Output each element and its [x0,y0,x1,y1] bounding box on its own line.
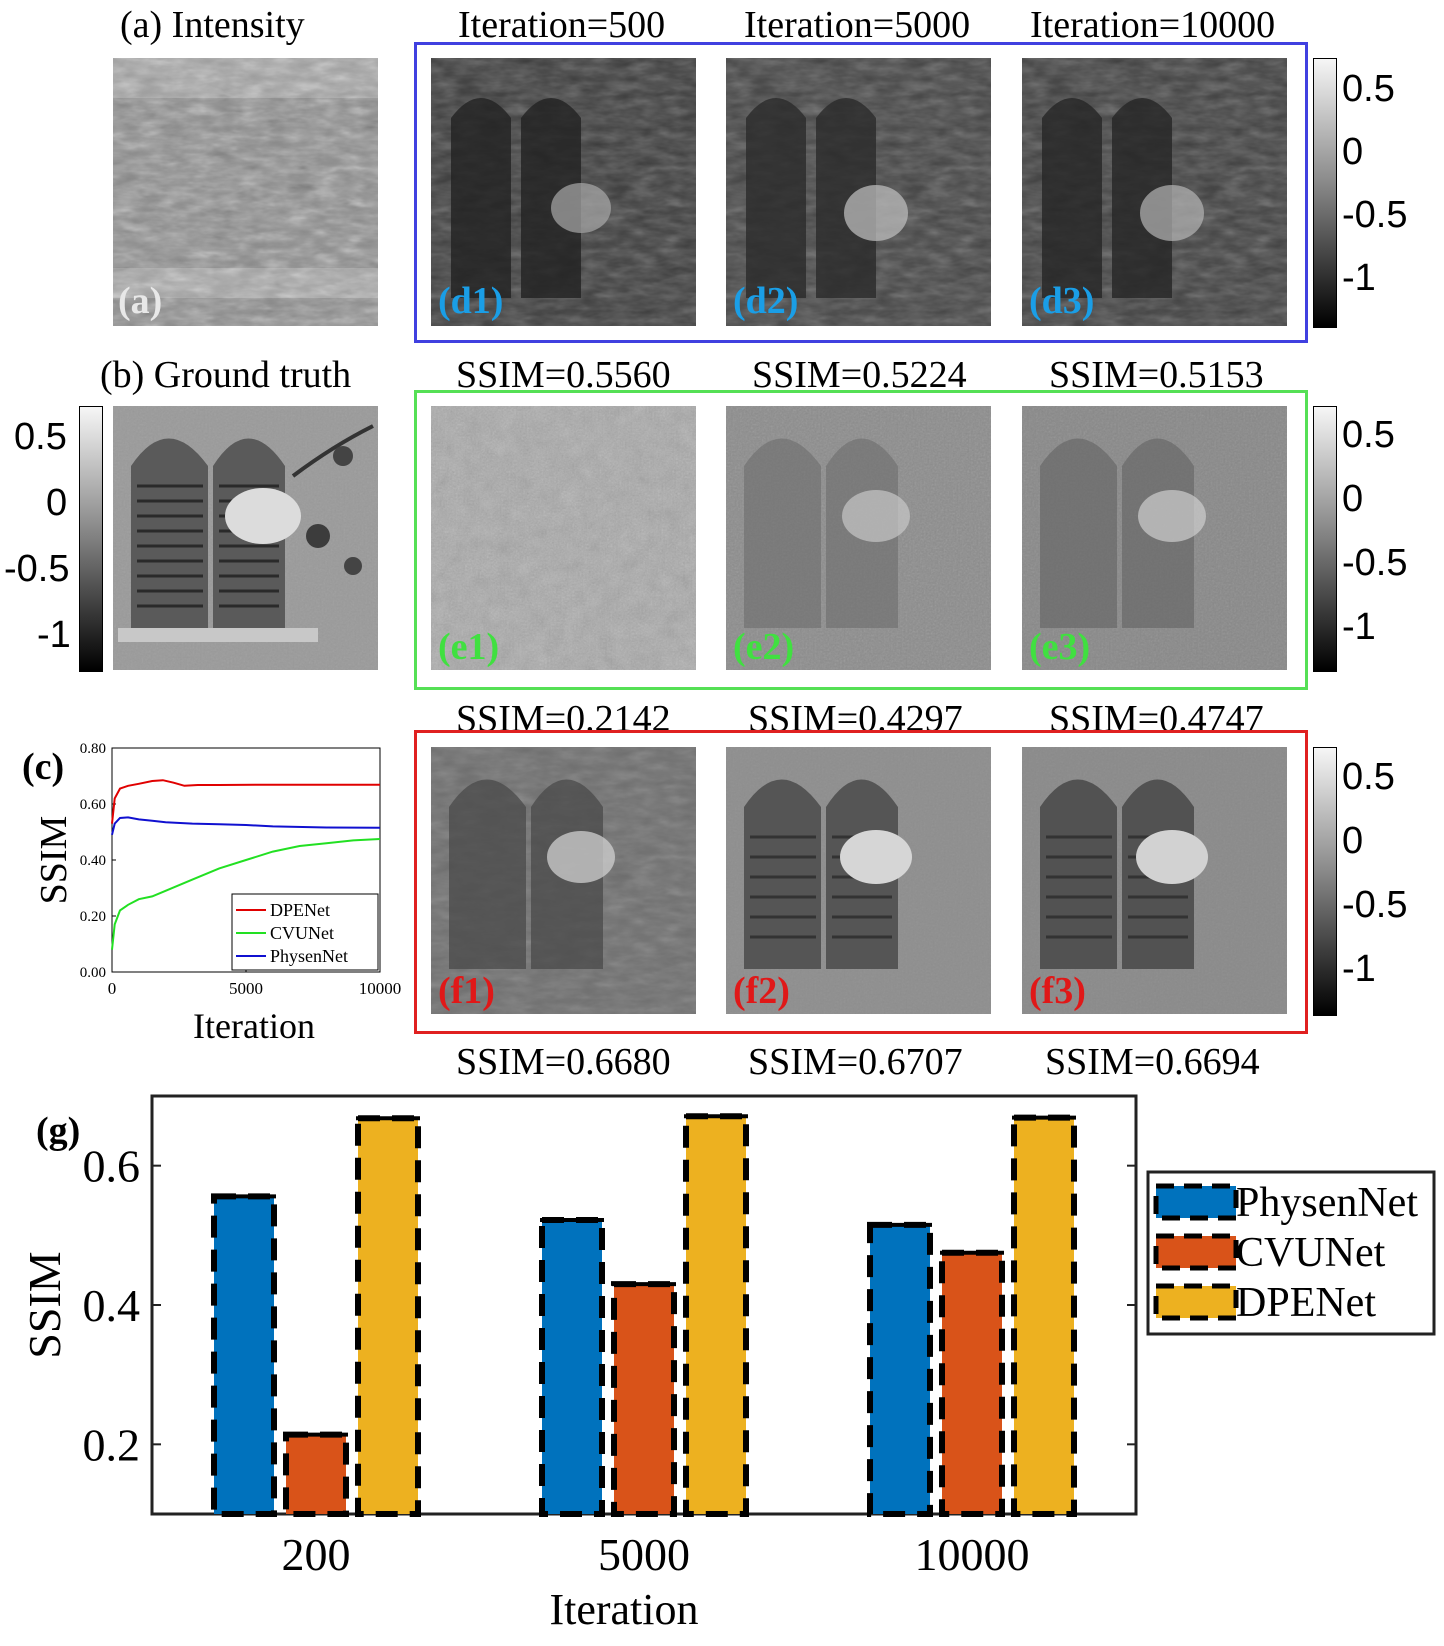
line-chart-ylabel: SSIM [33,816,75,905]
f3-ssim: SSIM=0.6694 [1045,1041,1260,1083]
colorbar-f-tick: -0.5 [1342,884,1408,926]
colorbar-b-tick: 0 [46,482,68,524]
d3-ssim: SSIM=0.5153 [1049,354,1264,396]
colorbar-e-tick: 0.5 [1342,414,1395,456]
bar-legend-swatch [1153,1233,1239,1271]
f2-ssim: SSIM=0.6707 [748,1041,963,1083]
line-chart-xtick-label: 5000 [229,979,263,998]
bar-cvunet-5000 [611,1281,677,1517]
line-chart-xtick-label: 0 [108,979,117,998]
f1-ssim: SSIM=0.6680 [456,1041,671,1083]
colorbar-f-tick: 0 [1342,820,1364,862]
f3-image [1022,747,1287,1014]
bar-chart-xtick-label: 200 [282,1529,351,1580]
e2-image [726,406,991,670]
bar-chart-ylabel: SSIM [19,1251,70,1358]
colorbar-f-tick: -1 [1342,948,1376,990]
line-legend-label: CVUNet [270,923,334,943]
bar-chart-ytick-label: 0.6 [83,1141,141,1192]
line-legend-label: DPENet [270,900,330,920]
iteration-header-1: Iteration=500 [458,4,666,46]
e1-tag: (e1) [438,626,500,668]
f1-image [431,747,696,1014]
panel-b-title: (b) Ground truth [100,354,352,396]
line-chart-xlabel: Iteration [193,1006,315,1046]
bar-chart-ytick-label: 0.2 [83,1419,141,1470]
colorbar-b-tick: -1 [37,614,71,656]
colorbar-d-tick: 0 [1342,131,1364,173]
line-chart-ytick-label: 0.00 [80,965,106,981]
ssim-line-chart: 0.00 0.20 0.40 0.60 0.80 0 5000 10000 Iteration S… [33,741,402,1046]
colorbar-b-tick: 0.5 [14,416,67,458]
ground-truth-image [113,406,378,670]
colorbar-f [1313,747,1337,1016]
panel-a-tag: (a) [118,280,163,322]
colorbar-b [79,406,103,672]
line-series-cvunet [111,838,381,950]
colorbar-e [1313,406,1337,672]
d2-image [726,58,991,326]
colorbar-d-tick: 0.5 [1342,68,1395,110]
e3-image [1022,406,1287,670]
bar-chart-xtick-label: 10000 [915,1529,1030,1580]
colorbar-e-tick: 0 [1342,478,1364,520]
d2-ssim: SSIM=0.5224 [752,354,967,396]
bar-dpenet-5000 [683,1113,749,1517]
d3-image [1022,58,1287,326]
f2-tag: (f2) [733,970,790,1012]
d2-tag: (d2) [733,280,799,322]
bar-cvunet-200 [283,1431,349,1517]
bar-legend-label: PhysenNet [1236,1180,1418,1226]
d3-tag: (d3) [1029,280,1095,322]
line-series-dpenet [111,779,380,824]
f-row-frame [414,730,1308,1034]
bar-legend-swatch [1153,1283,1239,1321]
colorbar-b-tick: -0.5 [4,548,70,590]
bar-cvunet-10000 [939,1249,1005,1517]
line-chart-ytick-label: 0.60 [80,797,106,813]
bar-dpenet-10000 [1011,1114,1077,1517]
bar-physennet-10000 [867,1221,933,1517]
colorbar-d-tick: -0.5 [1342,194,1408,236]
bar-chart-xlabel: Iteration [549,1585,698,1634]
bar-chart-ytick-label: 0.4 [83,1280,141,1331]
line-chart-ytick-label: 0.20 [80,909,106,925]
f1-tag: (f1) [438,970,495,1012]
colorbar-f-tick: 0.5 [1342,756,1395,798]
line-series-physennet [111,816,381,836]
bar-legend-label: CVUNet [1236,1230,1386,1276]
line-chart-xtick-label: 10000 [359,979,402,998]
line-chart-ytick-label: 0.40 [80,853,106,869]
line-legend-label: PhysenNet [270,946,348,966]
bar-legend-swatch [1153,1183,1239,1221]
bar-physennet-5000 [539,1217,605,1518]
colorbar-d [1313,58,1337,328]
f2-image [726,747,991,1014]
e3-tag: (e3) [1029,626,1091,668]
bar-chart-xtick-label: 5000 [598,1529,690,1580]
bar-legend-label: DPENet [1236,1280,1376,1326]
colorbar-d-tick: -1 [1342,257,1376,299]
bar-physennet-200 [211,1193,277,1517]
iteration-header-2: Iteration=5000 [744,4,971,46]
panel-c-tag: (c) [22,746,65,788]
ssim-bar-chart: 0.2 0.4 0.6 200 5000 10000 Iteration SSIM Physen… [19,1094,1436,1634]
line-chart-ytick-label: 0.80 [80,741,106,757]
iteration-header-3: Iteration=10000 [1030,4,1276,46]
e2-tag: (e2) [733,626,795,668]
d1-ssim: SSIM=0.5560 [456,354,671,396]
intensity-image [113,58,378,326]
colorbar-e-tick: -1 [1342,606,1376,648]
bar-dpenet-200 [355,1115,421,1517]
colorbar-e-tick: -0.5 [1342,542,1408,584]
f3-tag: (f3) [1029,970,1086,1012]
d1-tag: (d1) [438,280,504,322]
d-row-frame [414,42,1308,343]
panel-a-title: (a) Intensity [120,4,305,46]
panel-g-tag: (g) [36,1110,81,1152]
e-row-frame [414,390,1308,690]
e1-image [431,406,696,670]
d1-image [431,58,696,326]
